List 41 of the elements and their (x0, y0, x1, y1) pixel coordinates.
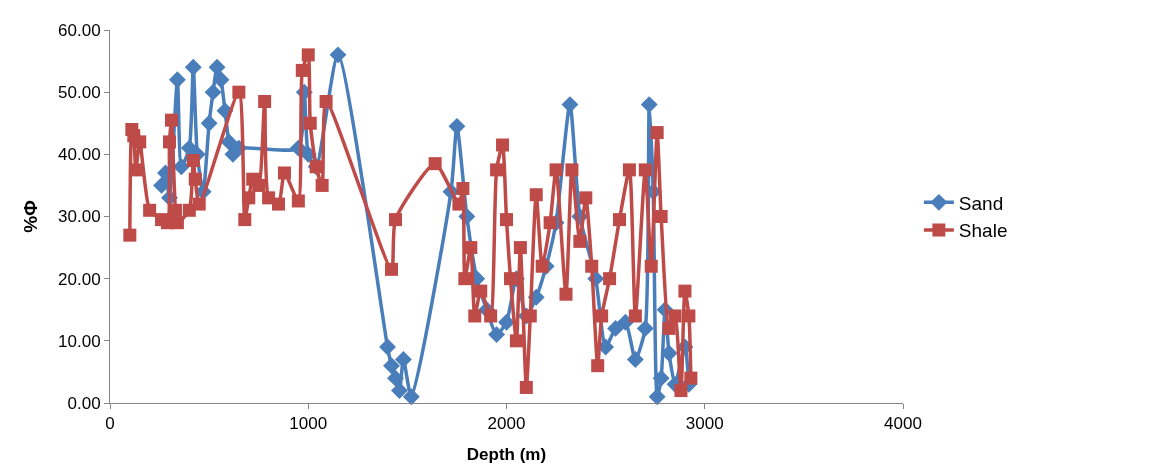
y-tick-label: 30.00 (58, 207, 101, 227)
point (394, 351, 412, 368)
point (220, 133, 238, 151)
point (212, 71, 230, 89)
y-tick-label: 10.00 (58, 331, 101, 351)
point (660, 344, 678, 362)
y-axis-title: %Φ (19, 199, 41, 233)
legend-label: Sand (958, 192, 1004, 214)
point (626, 351, 644, 368)
point (184, 58, 202, 76)
x-axis-title: Depth (m) (466, 444, 547, 464)
point (652, 369, 670, 387)
point (648, 388, 666, 406)
point (402, 388, 420, 406)
y-tick-label: 60.00 (58, 20, 101, 40)
point (208, 58, 226, 76)
point (379, 338, 396, 356)
point (448, 117, 466, 135)
point (617, 313, 634, 331)
point (383, 357, 400, 375)
point (329, 46, 347, 64)
x-tick-label: 4000 (884, 414, 922, 434)
point (607, 319, 624, 337)
y-tick-label: 50.00 (58, 83, 101, 103)
x-tick-label: 0 (105, 414, 115, 434)
x-tick-label: 1000 (289, 414, 328, 434)
point (488, 326, 506, 344)
point (498, 313, 515, 331)
point (204, 83, 222, 101)
y-tick-label: 40.00 (58, 145, 101, 165)
point (391, 382, 408, 400)
legend-label: Shale (958, 220, 1008, 242)
y-tick-label: 0.00 (67, 393, 101, 413)
y-tick-label: 20.00 (58, 269, 101, 289)
point (640, 96, 658, 114)
x-tick-label: 3000 (685, 414, 724, 434)
point (636, 319, 654, 337)
point (200, 114, 218, 132)
point (387, 369, 404, 387)
x-tick-label: 2000 (487, 414, 526, 434)
point (168, 71, 186, 89)
